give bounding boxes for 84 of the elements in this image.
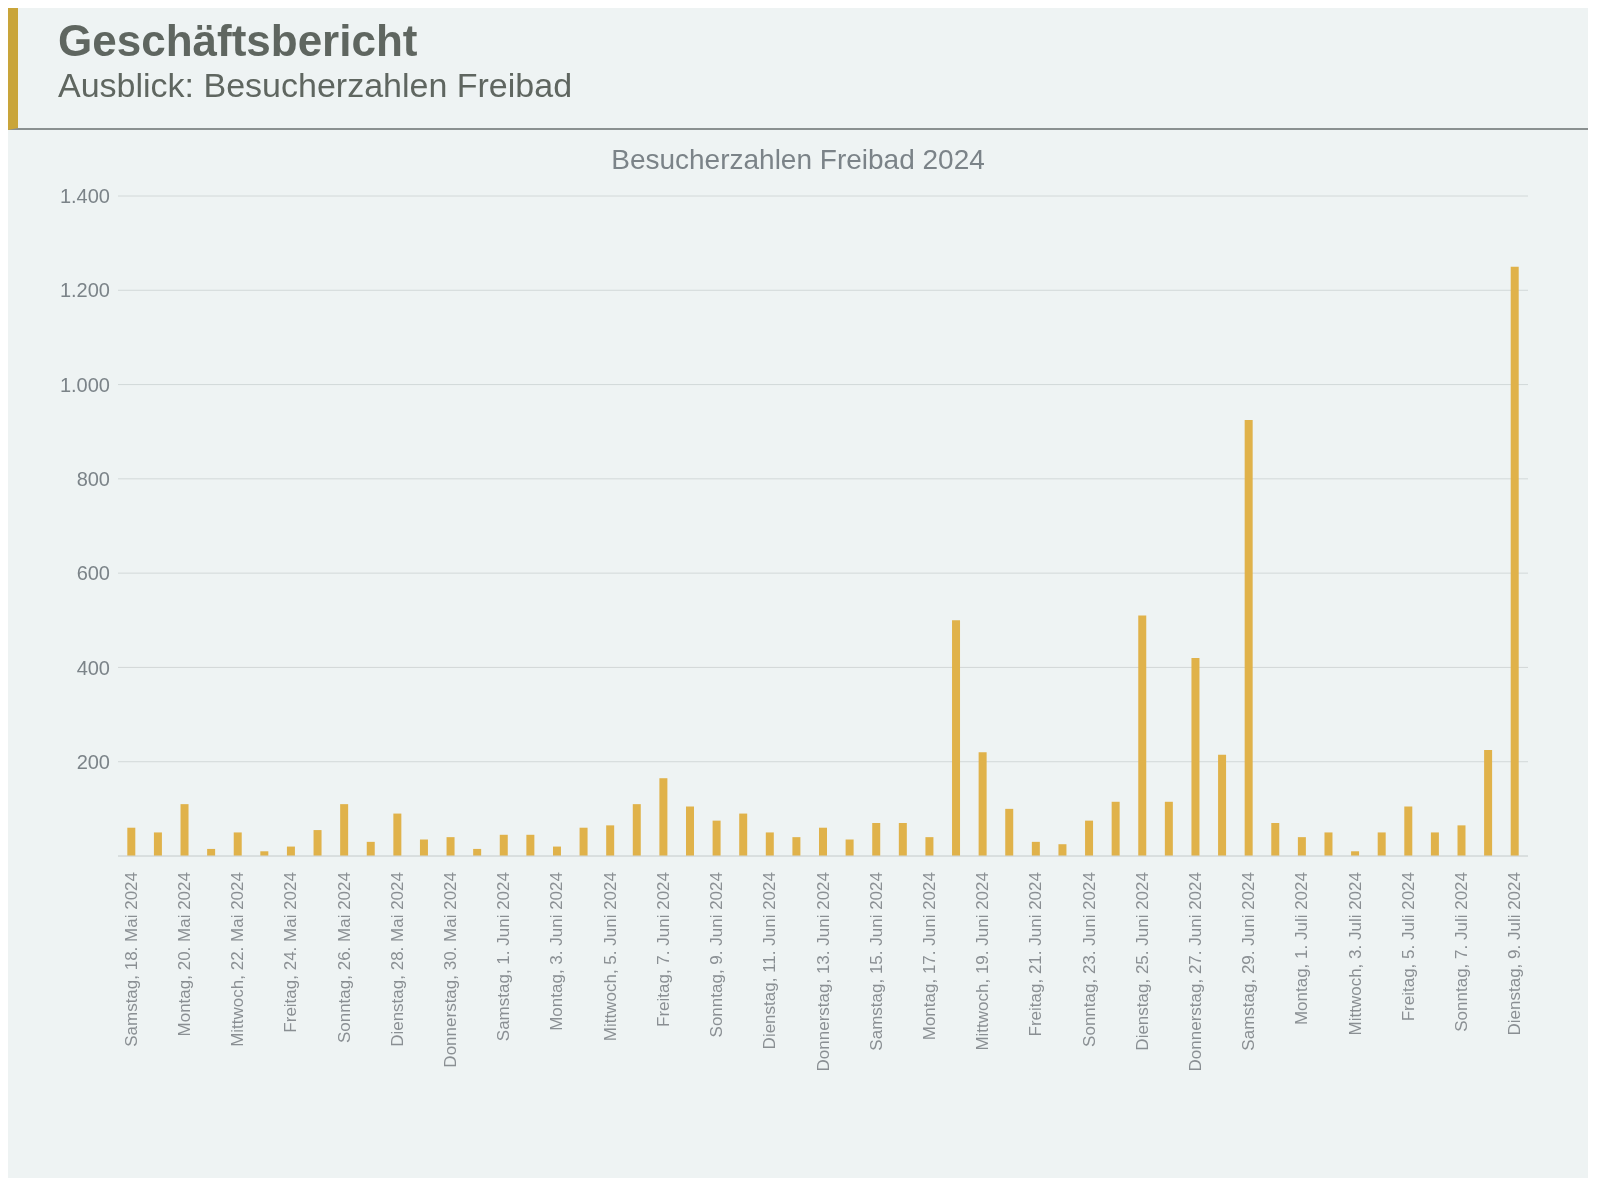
bar — [925, 837, 934, 856]
bar — [340, 804, 349, 856]
bar — [1271, 823, 1280, 856]
x-tick-label: Montag, 1. Juli 2024 — [1292, 872, 1312, 1026]
bar — [233, 832, 242, 856]
bar — [393, 813, 402, 856]
bar — [819, 827, 828, 856]
bar — [180, 804, 189, 856]
y-tick-label: 400 — [76, 656, 110, 679]
x-tick-label: Donnerstag, 13. Juni 2024 — [813, 872, 833, 1072]
bar — [1111, 801, 1120, 856]
y-tick-label: 1.200 — [59, 279, 110, 302]
bar — [712, 820, 721, 856]
bar — [526, 834, 535, 856]
bar — [1430, 832, 1439, 856]
y-tick-label: 200 — [76, 750, 110, 773]
bar — [1457, 825, 1466, 856]
x-tick-label: Sonntag, 9. Juni 2024 — [707, 872, 727, 1038]
x-tick-label: Montag, 17. Juni 2024 — [919, 872, 939, 1041]
bar — [659, 778, 668, 856]
bar — [153, 832, 162, 856]
bar — [1324, 832, 1333, 856]
bar — [1085, 820, 1094, 856]
bar — [1377, 832, 1386, 856]
x-tick-label: Donnerstag, 30. Mai 2024 — [441, 872, 461, 1068]
bar — [1484, 749, 1493, 856]
bar — [127, 827, 136, 856]
bar — [366, 841, 375, 856]
bar — [739, 813, 748, 856]
x-tick-label: Montag, 3. Juni 2024 — [547, 872, 567, 1031]
x-tick-label: Samstag, 15. Juni 2024 — [866, 872, 886, 1051]
bar — [419, 839, 428, 856]
bar — [872, 823, 881, 856]
x-tick-label: Freitag, 5. Juli 2024 — [1398, 872, 1418, 1022]
y-tick-label: 800 — [76, 467, 110, 490]
x-tick-label: Freitag, 24. Mai 2024 — [281, 872, 301, 1033]
bar — [499, 834, 508, 856]
x-tick-label: Samstag, 18. Mai 2024 — [121, 872, 141, 1047]
bar — [952, 620, 961, 856]
x-tick-label: Sonntag, 7. Juli 2024 — [1451, 872, 1471, 1032]
x-tick-label: Donnerstag, 27. Juni 2024 — [1185, 872, 1205, 1072]
bar — [1058, 844, 1067, 856]
bar — [579, 827, 588, 856]
bar — [845, 839, 854, 856]
bar — [1404, 806, 1413, 856]
x-tick-label: Dienstag, 25. Juni 2024 — [1132, 872, 1152, 1051]
x-tick-label: Sonntag, 26. Mai 2024 — [334, 872, 354, 1044]
bar — [632, 804, 641, 856]
text: Geschäftsbericht — [58, 15, 419, 66]
x-tick-label: Samstag, 1. Juni 2024 — [494, 872, 514, 1042]
x-tick-label: Sonntag, 23. Juni 2024 — [1079, 872, 1099, 1047]
y-tick-label: 1.400 — [59, 185, 110, 208]
bar — [606, 825, 615, 856]
x-tick-label: Mittwoch, 19. Juni 2024 — [973, 872, 993, 1051]
bar — [898, 823, 907, 856]
x-tick-label: Dienstag, 28. Mai 2024 — [387, 872, 407, 1047]
x-tick-label: Montag, 20. Mai 2024 — [175, 872, 195, 1037]
x-tick-label: Freitag, 7. Juni 2024 — [653, 872, 673, 1027]
text: Ausblick: Besucherzahlen Freibad — [58, 66, 574, 105]
x-tick-label: Samstag, 29. Juni 2024 — [1239, 872, 1259, 1051]
bar — [765, 832, 774, 856]
x-tick-label: Mittwoch, 3. Juli 2024 — [1345, 872, 1365, 1036]
bar — [685, 806, 694, 856]
bar — [1005, 808, 1014, 856]
bar — [1244, 419, 1253, 856]
bar — [1297, 837, 1306, 856]
y-tick-label: 600 — [76, 562, 110, 585]
bar — [313, 830, 322, 856]
bar — [1510, 266, 1519, 856]
bar — [446, 837, 455, 856]
x-tick-label: Freitag, 21. Juni 2024 — [1026, 872, 1046, 1037]
bar — [1031, 841, 1040, 856]
bar — [1191, 658, 1200, 856]
y-tick-label: 1.000 — [59, 373, 110, 396]
bar — [1218, 754, 1227, 856]
x-tick-label: Mittwoch, 22. Mai 2024 — [228, 872, 248, 1047]
bar — [1138, 615, 1147, 856]
chart-title: Besucherzahlen Freibad 2024 — [610, 144, 986, 176]
bar — [1164, 801, 1173, 856]
x-tick-label: Mittwoch, 5. Juni 2024 — [600, 872, 620, 1042]
x-tick-label: Dienstag, 9. Juli 2024 — [1505, 872, 1525, 1036]
x-tick-label: Dienstag, 11. Juni 2024 — [760, 872, 780, 1050]
bar — [792, 837, 801, 856]
bar — [978, 752, 987, 856]
